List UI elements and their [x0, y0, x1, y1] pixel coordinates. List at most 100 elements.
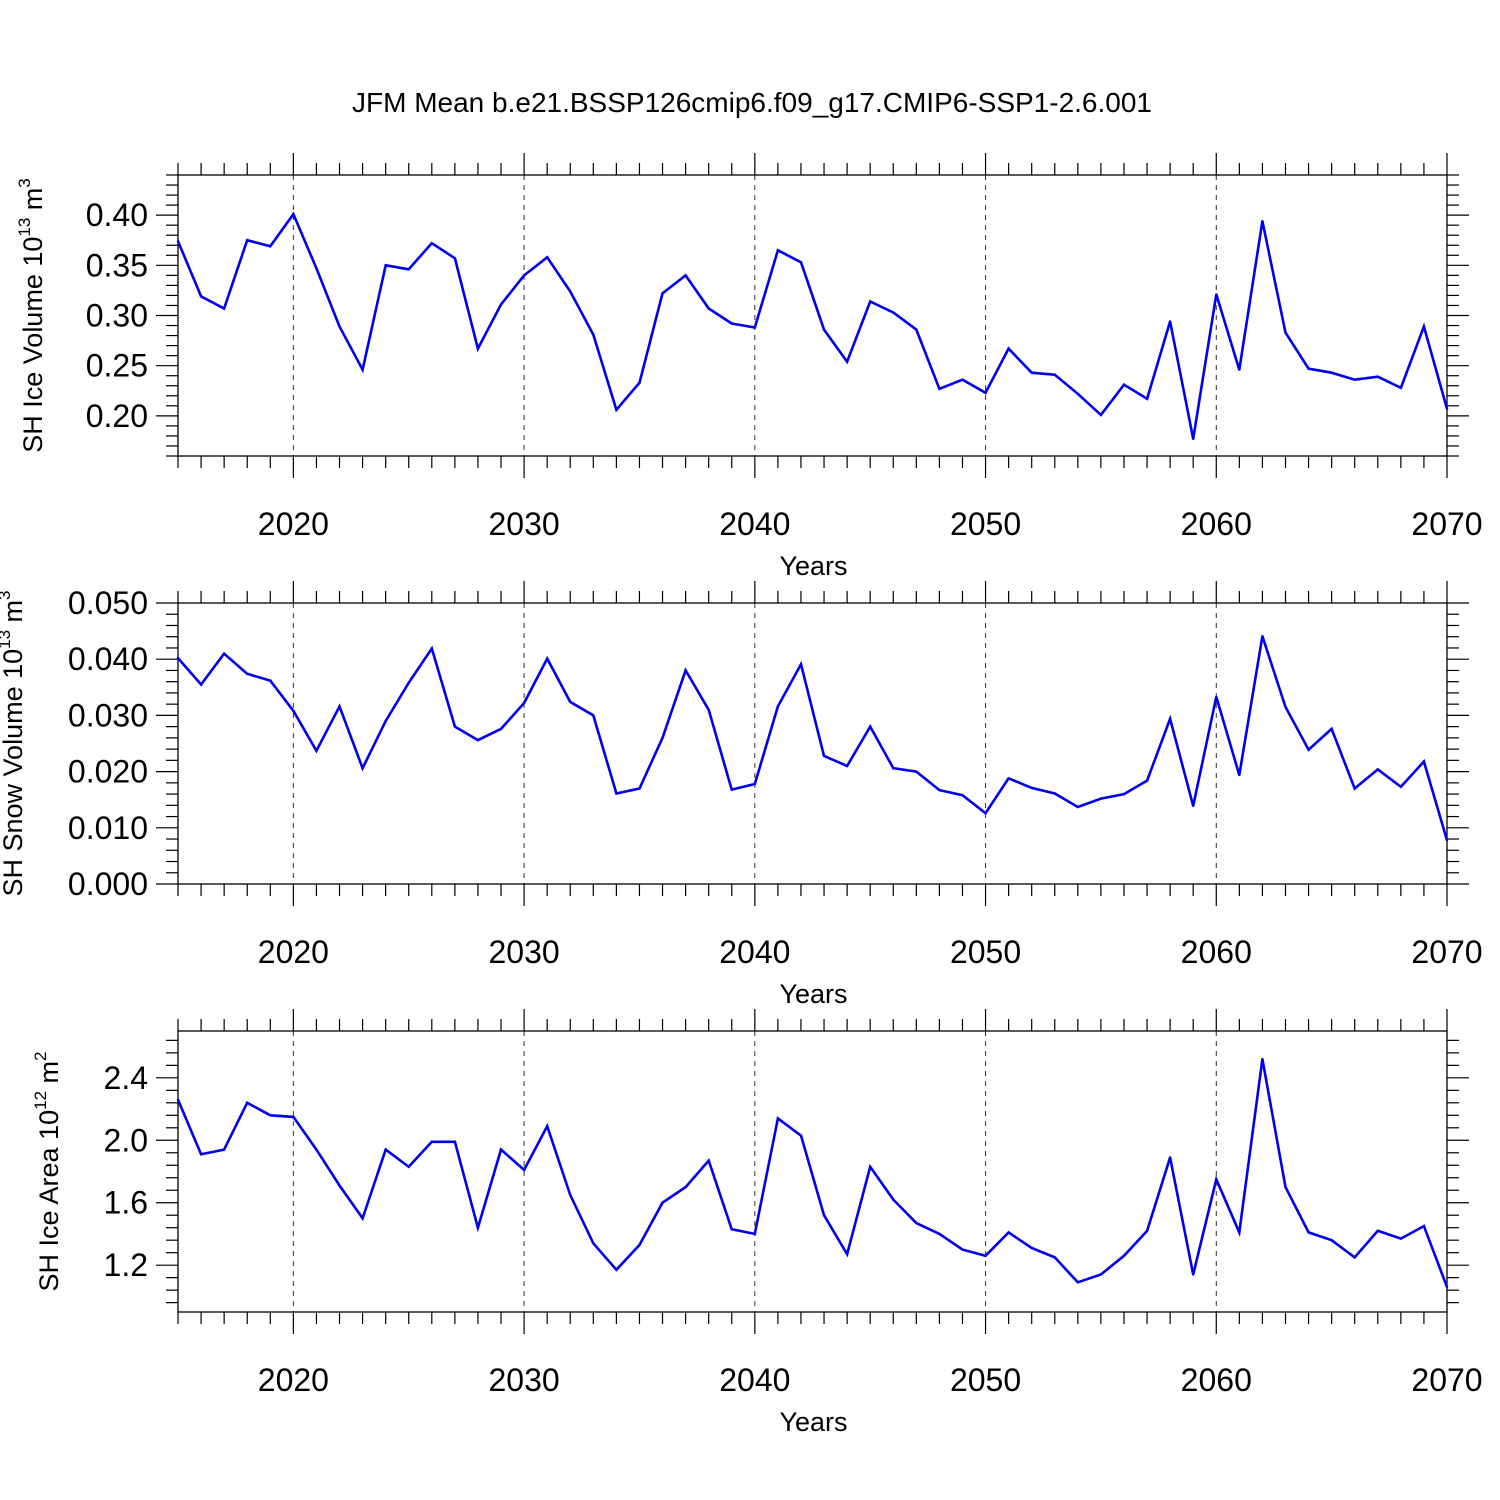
data-point: [199, 295, 203, 298]
x-tick-label: 2060: [1181, 506, 1252, 542]
data-point: [292, 709, 295, 713]
data-point: [1168, 1156, 1172, 1159]
y-tick-label: 0.20: [86, 398, 148, 434]
plot-frame: [177, 1030, 1448, 1313]
data-point: [984, 1254, 987, 1258]
data-point: [1053, 1256, 1057, 1259]
data-point: [176, 1098, 180, 1101]
data-point: [684, 669, 687, 672]
y-axis-label-unit: m: [34, 1061, 64, 1091]
y-axis-label-text: SH Ice Area 10: [34, 1110, 64, 1292]
data-point: [1030, 371, 1033, 374]
data-point: [1284, 1185, 1287, 1189]
data-point: [1122, 792, 1126, 796]
data-point: [1007, 347, 1010, 350]
y-tick-label: 0.000: [68, 866, 148, 902]
data-point: [1307, 367, 1310, 370]
data-point: [984, 812, 987, 815]
data-point: [499, 1148, 503, 1151]
data-point: [776, 249, 780, 252]
data-point: [707, 708, 710, 711]
y-tick-label: 0.050: [68, 585, 148, 621]
x-axis-label: Years: [779, 1407, 847, 1437]
data-point: [684, 1185, 687, 1189]
series-line: [177, 635, 1449, 841]
data-point: [753, 1232, 756, 1236]
data-point: [661, 1201, 664, 1204]
y-axis-label-unit: m: [0, 600, 28, 630]
data-point: [1053, 792, 1057, 795]
y-tick-label: 0.020: [68, 754, 148, 790]
data-point: [638, 381, 641, 384]
data-point: [730, 322, 733, 325]
data-point: [522, 1168, 526, 1172]
data-point: [1422, 1224, 1426, 1228]
data-point: [176, 656, 180, 660]
data-point: [684, 274, 687, 277]
data-point: [476, 738, 480, 742]
data-point: [1330, 1239, 1333, 1242]
x-tick-label: 2070: [1411, 1362, 1482, 1398]
data-point: [315, 267, 318, 270]
data-point: [453, 1140, 457, 1144]
data-point: [915, 328, 918, 331]
data-point: [938, 387, 941, 390]
data-point: [1353, 378, 1356, 381]
data-point: [1099, 1273, 1103, 1276]
data-point: [361, 368, 364, 371]
data-point: [1099, 797, 1103, 800]
data-point: [1330, 371, 1333, 374]
data-point: [938, 1232, 941, 1236]
panel-2: 2020 2030 2040 2050 2060 2070 0.000 0.010 0.020 0…: [0, 581, 1483, 1009]
data-point: [338, 705, 341, 708]
y-tick-label: 0.35: [86, 247, 148, 283]
data-point: [384, 719, 387, 723]
data-point: [499, 303, 503, 306]
x-tick-label: 2050: [950, 506, 1021, 542]
data-point: [546, 1125, 549, 1128]
data-point: [222, 652, 226, 655]
y-axis-label-exponent: 12: [31, 1091, 50, 1110]
data-point: [569, 290, 572, 293]
x-tick-label: 2040: [719, 934, 790, 970]
data-point: [892, 767, 895, 770]
figure-title: JFM Mean b.e21.BSSP126cmip6.f09_g17.CMIP…: [352, 87, 1152, 118]
data-point: [961, 1248, 964, 1251]
data-point: [753, 782, 756, 786]
data-point: [361, 1217, 364, 1220]
data-point: [222, 1148, 226, 1151]
data-point: [799, 1134, 803, 1137]
data-point: [845, 360, 849, 363]
x-tick-label: 2050: [950, 1362, 1021, 1398]
data-point: [246, 239, 249, 242]
data-point: [1307, 748, 1310, 751]
data-point: [246, 672, 249, 675]
data-point: [615, 792, 618, 795]
data-point: [1192, 1273, 1195, 1276]
data-point: [707, 1159, 710, 1162]
data-point: [1145, 1229, 1149, 1233]
x-tick-label: 2040: [719, 506, 790, 542]
data-point: [661, 736, 664, 740]
y-axis-label-text: SH Ice Volume 10: [18, 237, 48, 453]
data-point: [1376, 1229, 1380, 1233]
data-point: [984, 391, 987, 394]
data-point: [1238, 1231, 1241, 1234]
data-point: [176, 240, 180, 243]
data-point: [222, 307, 226, 310]
y-axis-label-unit-exponent: 3: [0, 590, 14, 599]
data-point: [638, 1243, 641, 1247]
data-point: [592, 1242, 595, 1245]
data-point: [546, 256, 549, 259]
y-tick-label: 0.040: [68, 641, 148, 677]
data-point: [476, 1226, 480, 1229]
data-point: [546, 657, 549, 660]
data-point: [892, 1198, 895, 1201]
data-point: [1145, 779, 1149, 782]
data-point: [338, 1184, 341, 1187]
data-point: [522, 274, 526, 277]
data-point: [1445, 839, 1449, 842]
data-point: [615, 1268, 618, 1272]
data-point: [1168, 717, 1172, 720]
data-point: [1122, 383, 1126, 386]
